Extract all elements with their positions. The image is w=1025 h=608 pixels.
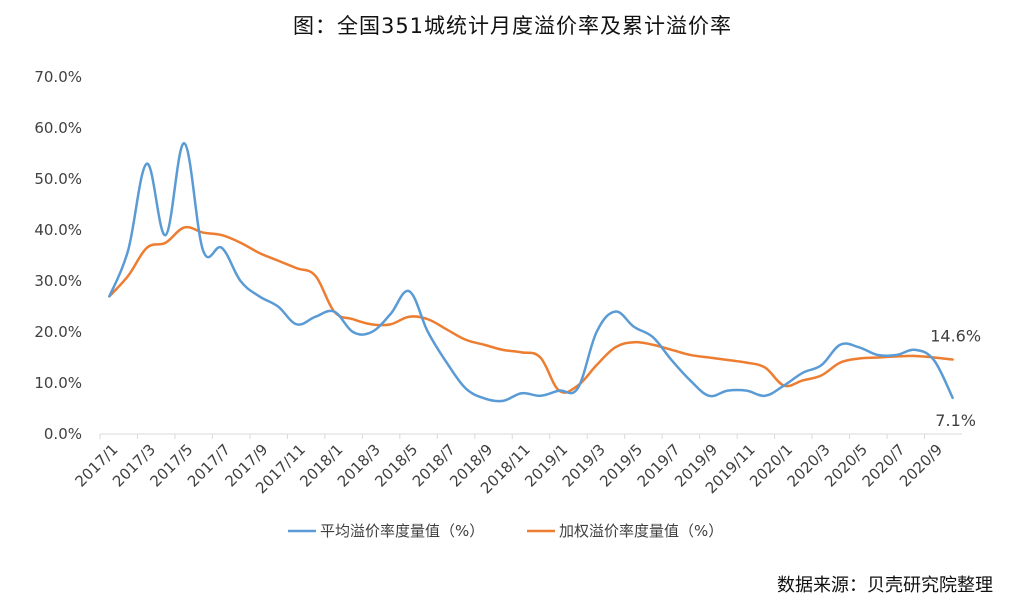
legend-label: 加权溢价率度量值（%） (559, 522, 723, 540)
y-tick-label: 40.0% (34, 221, 82, 239)
data-labels: 14.6% 7.1% (930, 327, 981, 430)
legend-label: 平均溢价率度量值（%） (320, 522, 484, 540)
legend: 平均溢价率度量值（%） 加权溢价率度量值（%） (288, 522, 723, 540)
y-axis: 0.0% 10.0% 20.0% 30.0% 40.0% 50.0% 60.0% 70.0% (34, 68, 82, 443)
x-axis: 2017/12017/32017/52017/72017/92017/11201… (72, 433, 962, 497)
y-tick-label: 0.0% (44, 425, 82, 443)
chart-title: 图：全国351城统计月度溢价率及累计溢价率 (292, 14, 733, 38)
data-label: 14.6% (930, 327, 981, 346)
y-tick-label: 20.0% (34, 323, 82, 341)
y-tick-label: 30.0% (34, 272, 82, 290)
series-line-average (108, 142, 954, 403)
y-tick-label: 10.0% (34, 374, 82, 392)
series-line-weighted (108, 225, 954, 394)
data-label: 7.1% (935, 411, 976, 430)
y-tick-label: 50.0% (34, 170, 82, 188)
y-tick-label: 70.0% (34, 68, 82, 86)
x-tick-label: 2020/9 (896, 440, 946, 490)
source-note: 数据来源：贝壳研究院整理 (777, 575, 993, 596)
y-tick-label: 60.0% (34, 119, 82, 137)
series-layer (108, 142, 954, 403)
